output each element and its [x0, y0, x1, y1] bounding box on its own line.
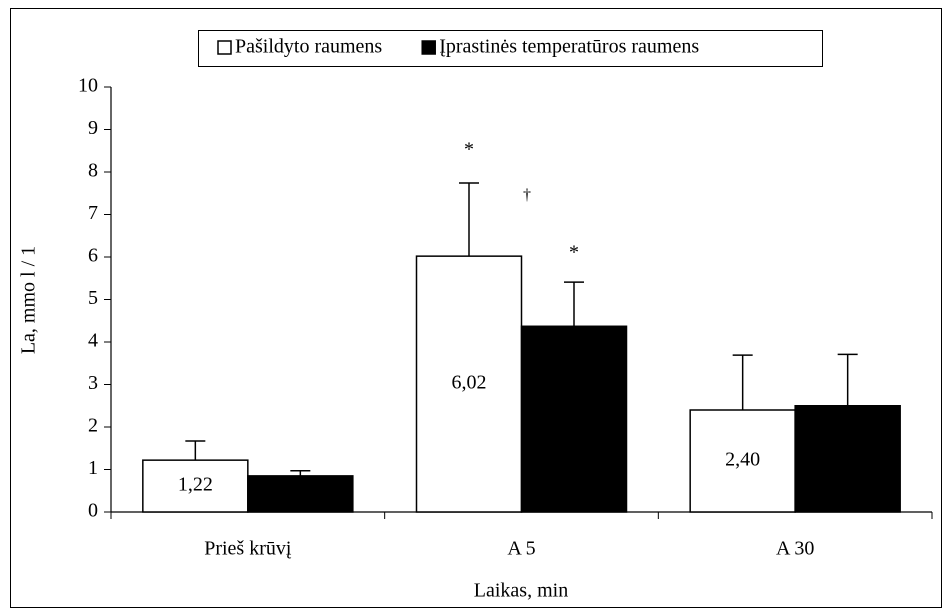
- y-axis-label: La, mmo l / 1: [18, 246, 40, 354]
- annotation: *: [464, 139, 474, 161]
- y-tick-label: 0: [88, 500, 98, 522]
- value-label: 1,22: [178, 474, 213, 496]
- legend-swatch: [217, 40, 232, 55]
- y-tick-label: 2: [88, 415, 98, 437]
- legend-label: Įprastinės temperatūros raumens: [439, 36, 699, 58]
- legend-label: Pašildyto raumens: [235, 36, 382, 58]
- bar: [142, 459, 249, 513]
- bar: [689, 409, 796, 513]
- value-label: 6,02: [452, 372, 487, 394]
- x-tick-label: A 30: [776, 538, 814, 560]
- y-tick-label: 4: [88, 330, 98, 352]
- value-label: 2,50: [830, 473, 865, 495]
- value-label: 4,37: [557, 434, 592, 456]
- y-tick-label: 7: [88, 202, 98, 224]
- x-axis-label: Laikas, min: [474, 580, 568, 602]
- y-tick-label: 6: [88, 245, 98, 267]
- y-tick-label: 5: [88, 287, 98, 309]
- y-tick-label: 10: [78, 75, 98, 97]
- annotation: †: [523, 187, 531, 204]
- y-tick-label: 9: [88, 117, 98, 139]
- y-tick-label: 8: [88, 160, 98, 182]
- legend-swatch: [421, 40, 436, 55]
- x-tick-label: Prieš krūvį: [204, 538, 292, 560]
- bar: [520, 325, 628, 513]
- y-tick-label: 1: [88, 457, 98, 479]
- y-tick-label: 3: [88, 372, 98, 394]
- bar: [247, 475, 354, 513]
- x-tick-label: A 5: [507, 538, 535, 560]
- annotation: *: [569, 242, 579, 264]
- bar: [794, 405, 901, 513]
- value-label: 0,85: [283, 484, 318, 506]
- legend-box: [198, 30, 823, 67]
- value-label: 2,40: [725, 449, 760, 471]
- chart-frame: [10, 8, 942, 608]
